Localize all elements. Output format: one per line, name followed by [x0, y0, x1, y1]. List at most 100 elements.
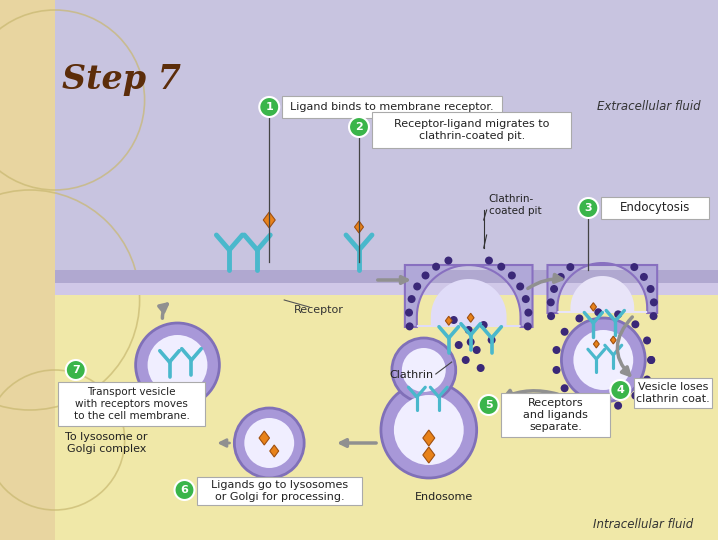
- Text: Intracellular fluid: Intracellular fluid: [593, 518, 693, 531]
- Circle shape: [631, 392, 639, 400]
- Circle shape: [516, 282, 524, 291]
- Polygon shape: [557, 276, 647, 313]
- Text: Ligands go to lysosomes
or Golgi for processing.: Ligands go to lysosomes or Golgi for pro…: [211, 480, 348, 502]
- FancyBboxPatch shape: [55, 295, 718, 540]
- Text: To lysosome or
Golgi complex: To lysosome or Golgi complex: [66, 432, 148, 454]
- Circle shape: [487, 336, 495, 344]
- Circle shape: [562, 318, 645, 402]
- Text: Receptor-ligand migrates to
clathrin-coated pit.: Receptor-ligand migrates to clathrin-coa…: [394, 119, 549, 141]
- FancyBboxPatch shape: [55, 283, 718, 295]
- Circle shape: [567, 263, 575, 271]
- Circle shape: [573, 330, 633, 390]
- Circle shape: [485, 256, 493, 265]
- Polygon shape: [446, 316, 452, 325]
- Circle shape: [479, 395, 499, 415]
- Circle shape: [66, 360, 86, 380]
- Text: Receptors
and ligands
separate.: Receptors and ligands separate.: [523, 399, 588, 431]
- Text: Clathrin-
coated pit: Clathrin- coated pit: [489, 194, 541, 216]
- Text: Endocytosis: Endocytosis: [620, 201, 690, 214]
- Circle shape: [594, 308, 603, 316]
- Text: Vesicle loses
clathrin coat.: Vesicle loses clathrin coat.: [636, 382, 710, 404]
- FancyBboxPatch shape: [282, 96, 502, 118]
- Polygon shape: [593, 340, 599, 348]
- Circle shape: [647, 356, 655, 364]
- FancyBboxPatch shape: [58, 382, 205, 426]
- FancyBboxPatch shape: [500, 393, 611, 437]
- Polygon shape: [423, 447, 435, 463]
- FancyBboxPatch shape: [0, 0, 55, 540]
- Circle shape: [413, 282, 421, 291]
- Text: Extracellular fluid: Extracellular fluid: [598, 100, 701, 113]
- Circle shape: [408, 295, 415, 303]
- Circle shape: [649, 312, 657, 320]
- Circle shape: [643, 375, 651, 383]
- Text: Ligand binds to membrane receptor.: Ligand binds to membrane receptor.: [290, 102, 494, 112]
- Text: Step 7: Step 7: [62, 64, 181, 97]
- Circle shape: [647, 356, 655, 364]
- FancyBboxPatch shape: [634, 378, 712, 408]
- Text: 3: 3: [585, 203, 592, 213]
- Circle shape: [464, 326, 473, 334]
- Circle shape: [524, 322, 532, 330]
- Polygon shape: [264, 212, 275, 228]
- Polygon shape: [547, 263, 657, 313]
- Circle shape: [394, 395, 464, 465]
- Text: 7: 7: [72, 365, 80, 375]
- Text: 4: 4: [616, 385, 624, 395]
- Polygon shape: [259, 431, 269, 445]
- Circle shape: [432, 262, 440, 271]
- Polygon shape: [270, 445, 279, 457]
- Circle shape: [578, 198, 598, 218]
- Circle shape: [524, 308, 532, 316]
- Circle shape: [498, 262, 505, 271]
- Text: 1: 1: [266, 102, 273, 112]
- Circle shape: [546, 299, 555, 306]
- Circle shape: [450, 316, 458, 324]
- Circle shape: [561, 328, 569, 336]
- Circle shape: [135, 323, 220, 407]
- Circle shape: [462, 356, 469, 364]
- Circle shape: [575, 397, 583, 406]
- Circle shape: [522, 295, 530, 303]
- Circle shape: [405, 308, 413, 316]
- Polygon shape: [590, 303, 596, 311]
- Text: Endosome: Endosome: [415, 492, 473, 502]
- Text: 6: 6: [181, 485, 189, 495]
- Circle shape: [630, 263, 639, 271]
- Circle shape: [421, 272, 430, 280]
- Polygon shape: [354, 221, 364, 233]
- Circle shape: [550, 285, 558, 293]
- Circle shape: [547, 312, 555, 320]
- FancyBboxPatch shape: [601, 197, 709, 219]
- Circle shape: [480, 321, 487, 329]
- Circle shape: [349, 117, 369, 137]
- Circle shape: [640, 273, 648, 281]
- Circle shape: [467, 338, 474, 346]
- Circle shape: [174, 480, 194, 500]
- Circle shape: [552, 366, 560, 374]
- FancyBboxPatch shape: [372, 112, 572, 148]
- Polygon shape: [611, 336, 616, 344]
- Text: 2: 2: [355, 122, 363, 132]
- Polygon shape: [417, 279, 521, 327]
- Text: Receptor: Receptor: [294, 305, 344, 315]
- FancyBboxPatch shape: [197, 477, 362, 505]
- FancyBboxPatch shape: [55, 270, 718, 283]
- Circle shape: [402, 348, 446, 392]
- Circle shape: [148, 335, 207, 395]
- Circle shape: [508, 272, 516, 280]
- Circle shape: [614, 310, 622, 319]
- Circle shape: [234, 408, 304, 478]
- Circle shape: [405, 322, 413, 330]
- Polygon shape: [467, 313, 474, 322]
- Circle shape: [381, 382, 477, 478]
- Circle shape: [557, 273, 564, 281]
- Circle shape: [552, 346, 560, 354]
- Circle shape: [647, 285, 654, 293]
- Text: Clathrin: Clathrin: [390, 370, 433, 380]
- Circle shape: [594, 404, 603, 411]
- Circle shape: [631, 320, 639, 328]
- Polygon shape: [423, 430, 435, 446]
- Text: 5: 5: [485, 400, 492, 410]
- Circle shape: [477, 364, 485, 372]
